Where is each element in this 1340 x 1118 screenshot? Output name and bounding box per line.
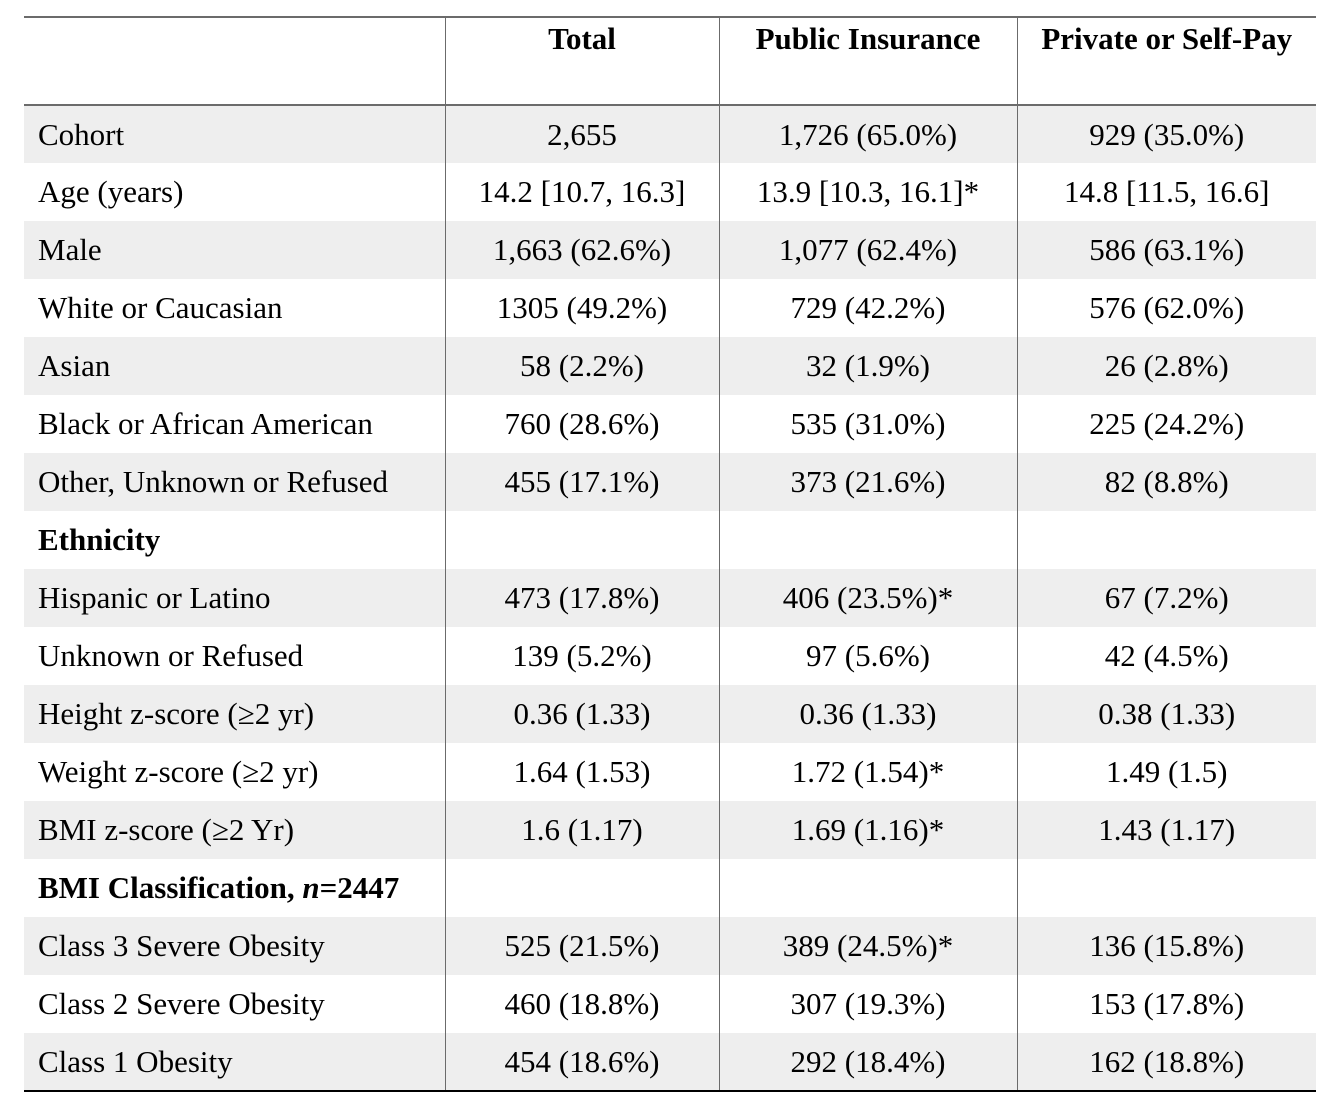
cell-private: 1.49 (1.5) (1016, 743, 1316, 801)
row-label: Unknown or Refused (38, 638, 304, 673)
cell-private (1016, 859, 1316, 917)
cell-private: 225 (24.2%) (1016, 395, 1316, 453)
section-row-bmi-classification: BMI Classification, n=2447 (24, 859, 1316, 917)
header-cell-label (24, 17, 445, 106)
table-row: Black or African American 760 (28.6%) 53… (24, 395, 1316, 453)
cell-total: 1.6 (1.17) (444, 801, 719, 859)
cell-private: 14.8 [11.5, 16.6] (1016, 163, 1316, 221)
cell-private: 162 (18.8%) (1016, 1033, 1316, 1091)
cell-public: 1.72 (1.54)* (718, 743, 1017, 801)
cell-private: 82 (8.8%) (1016, 453, 1316, 511)
row-label: Class 1 Obesity (38, 1043, 233, 1079)
cell-public: 292 (18.4%) (718, 1033, 1017, 1091)
row-label: Asian (38, 348, 111, 383)
header-cell-total: Total (444, 17, 719, 106)
cell-private: 42 (4.5%) (1016, 627, 1316, 685)
demographics-table: Total Public Insurance Private or Self-P… (24, 16, 1316, 1092)
row-label: Age (years) (38, 174, 184, 209)
row-label: Class 2 Severe Obesity (38, 986, 325, 1021)
table-row: Age (years) 14.2 [10.7, 16.3] 13.9 [10.3… (24, 163, 1316, 221)
cell-total (444, 859, 719, 917)
cell-public: 1,726 (65.0%) (718, 105, 1017, 163)
cell-public: 389 (24.5%)* (718, 917, 1017, 975)
table-row: Hispanic or Latino 473 (17.8%) 406 (23.5… (24, 569, 1316, 627)
row-label: Weight z-score (≥2 yr) (38, 754, 319, 789)
row-label: Class 3 Severe Obesity (38, 928, 325, 963)
cell-private: 1.43 (1.17) (1016, 801, 1316, 859)
table-row: Other, Unknown or Refused 455 (17.1%) 37… (24, 453, 1316, 511)
cell-total: 1,663 (62.6%) (444, 221, 719, 279)
cell-public: 535 (31.0%) (718, 395, 1017, 453)
cell-total: 58 (2.2%) (444, 337, 719, 395)
table-row: White or Caucasian 1305 (49.2%) 729 (42.… (24, 279, 1316, 337)
header-cell-private-self-pay: Private or Self-Pay (1016, 17, 1316, 106)
table-row: Class 1 Obesity 454 (18.6%) 292 (18.4%) … (24, 1033, 1316, 1091)
section-heading: Ethnicity (38, 522, 161, 557)
cell-total: 1.64 (1.53) (444, 743, 719, 801)
row-label: White or Caucasian (38, 290, 283, 325)
row-label: Other, Unknown or Refused (38, 464, 389, 499)
row-label: Hispanic or Latino (38, 580, 271, 615)
cell-total: 760 (28.6%) (444, 395, 719, 453)
cell-public: 32 (1.9%) (718, 337, 1017, 395)
cell-private: 0.38 (1.33) (1016, 685, 1316, 743)
cell-public: 97 (5.6%) (718, 627, 1017, 685)
header-row: Total Public Insurance Private or Self-P… (24, 17, 1316, 106)
cell-public (718, 859, 1017, 917)
cell-public: 1,077 (62.4%) (718, 221, 1017, 279)
table-row: Class 2 Severe Obesity 460 (18.8%) 307 (… (24, 975, 1316, 1033)
table-row: Male 1,663 (62.6%) 1,077 (62.4%) 586 (63… (24, 221, 1316, 279)
cell-private: 586 (63.1%) (1016, 221, 1316, 279)
cell-private: 136 (15.8%) (1016, 917, 1316, 975)
row-label: Male (38, 232, 102, 267)
row-label: Cohort (38, 116, 125, 152)
cell-private: 153 (17.8%) (1016, 975, 1316, 1033)
cell-total: 139 (5.2%) (444, 627, 719, 685)
row-label: Black or African American (38, 406, 373, 441)
cell-public: 307 (19.3%) (718, 975, 1017, 1033)
cell-public: 0.36 (1.33) (718, 685, 1017, 743)
section-heading-text: BMI Classification, (38, 870, 303, 905)
section-row-ethnicity: Ethnicity (24, 511, 1316, 569)
table-row: Class 3 Severe Obesity 525 (21.5%) 389 (… (24, 917, 1316, 975)
cell-public: 13.9 [10.3, 16.1]* (718, 163, 1017, 221)
cell-total: 2,655 (444, 105, 719, 163)
cell-private: 576 (62.0%) (1016, 279, 1316, 337)
cell-total: 525 (21.5%) (444, 917, 719, 975)
row-label: BMI z-score (≥2 Yr) (38, 812, 295, 847)
cell-public: 1.69 (1.16)* (718, 801, 1017, 859)
cell-private: 26 (2.8%) (1016, 337, 1316, 395)
cell-total: 0.36 (1.33) (444, 685, 719, 743)
cell-public: 406 (23.5%)* (718, 569, 1017, 627)
cell-total: 1305 (49.2%) (444, 279, 719, 337)
cell-private: 929 (35.0%) (1016, 105, 1316, 163)
table-row: Cohort 2,655 1,726 (65.0%) 929 (35.0%) (24, 105, 1316, 163)
cell-total: 454 (18.6%) (444, 1033, 719, 1091)
cell-total (444, 511, 719, 569)
section-heading: BMI Classification, n=2447 (24, 859, 445, 917)
table-header: Total Public Insurance Private or Self-P… (24, 17, 1316, 106)
cell-public: 729 (42.2%) (718, 279, 1017, 337)
table-row: Asian 58 (2.2%) 32 (1.9%) 26 (2.8%) (24, 337, 1316, 395)
section-heading-italic: n (302, 870, 320, 905)
cell-total: 14.2 [10.7, 16.3] (444, 163, 719, 221)
table-row: Unknown or Refused 139 (5.2%) 97 (5.6%) … (24, 627, 1316, 685)
cell-private (1016, 511, 1316, 569)
table-row: Height z-score (≥2 yr) 0.36 (1.33) 0.36 … (24, 685, 1316, 743)
table-row: Weight z-score (≥2 yr) 1.64 (1.53) 1.72 … (24, 743, 1316, 801)
cell-total: 455 (17.1%) (444, 453, 719, 511)
cell-public: 373 (21.6%) (718, 453, 1017, 511)
cell-private: 67 (7.2%) (1016, 569, 1316, 627)
cell-total: 460 (18.8%) (444, 975, 719, 1033)
header-cell-public-insurance: Public Insurance (718, 17, 1017, 106)
table-row: BMI z-score (≥2 Yr) 1.6 (1.17) 1.69 (1.1… (24, 801, 1316, 859)
cell-public (718, 511, 1017, 569)
cell-total: 473 (17.8%) (444, 569, 719, 627)
section-heading-suffix: =2447 (319, 870, 400, 905)
row-label: Height z-score (≥2 yr) (38, 696, 315, 731)
